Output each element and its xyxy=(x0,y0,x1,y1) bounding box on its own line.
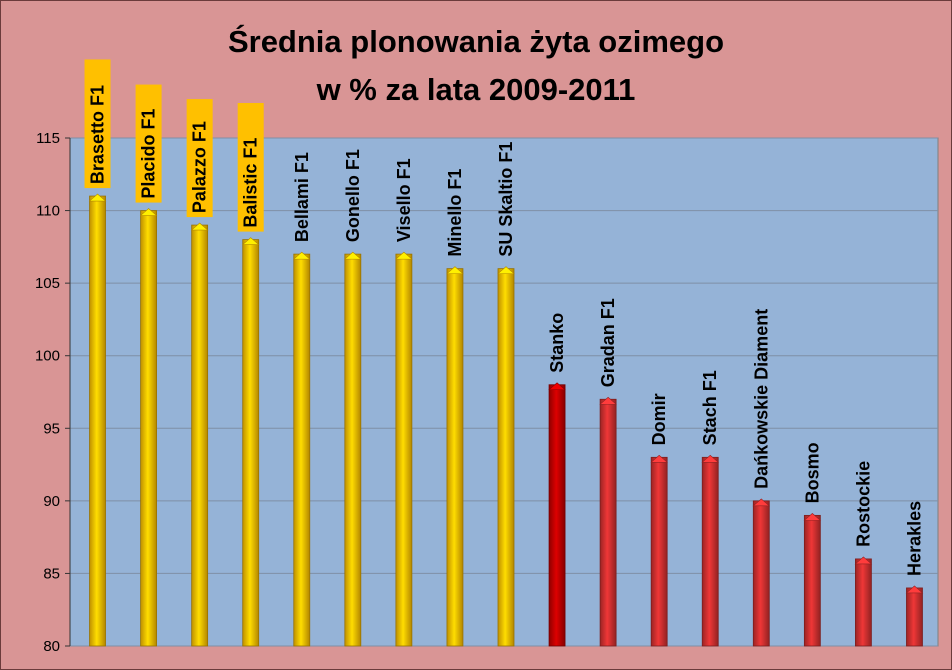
bar xyxy=(650,456,668,647)
bar xyxy=(548,384,566,647)
y-tick-label: 110 xyxy=(36,203,60,220)
y-tick-label: 105 xyxy=(35,275,60,292)
bar-cap xyxy=(548,382,566,391)
y-tick-label: 115 xyxy=(36,130,60,147)
y-tick-label: 100 xyxy=(35,348,60,365)
category-label: Dańkowskie Diament xyxy=(751,309,771,489)
bar-cap xyxy=(701,454,720,463)
y-tick-label: 80 xyxy=(43,638,60,655)
category-label: Visello F1 xyxy=(394,158,414,242)
bar-cap xyxy=(190,222,209,231)
bar-cap xyxy=(854,556,873,565)
bar-cap xyxy=(344,251,362,260)
bar xyxy=(242,239,260,647)
bar-cap xyxy=(139,208,158,216)
bar xyxy=(701,456,719,647)
bar xyxy=(344,253,362,647)
category-label: Stanko xyxy=(547,313,567,373)
y-tick-label: 85 xyxy=(43,565,60,582)
category-label: Gonello F1 xyxy=(343,149,363,242)
label-highlight xyxy=(186,99,213,218)
bar-cap xyxy=(292,251,311,260)
label-highlight xyxy=(84,59,111,189)
bar-cap xyxy=(803,512,822,521)
category-label: Brasetto F1 xyxy=(88,85,108,184)
category-label: Herakles xyxy=(904,501,924,576)
y-tick-label: 90 xyxy=(43,493,60,510)
label-highlight xyxy=(135,84,162,203)
bar xyxy=(906,587,923,647)
bar-cap xyxy=(599,396,617,405)
bar-cap xyxy=(905,585,924,594)
bar-cap xyxy=(446,266,464,274)
bar-cap xyxy=(241,237,260,245)
bar xyxy=(855,558,872,647)
category-label: Balistic F1 xyxy=(241,138,261,228)
bar xyxy=(446,268,464,647)
bar xyxy=(752,500,770,647)
category-label: Bellami F1 xyxy=(292,152,312,242)
y-tick-label: 95 xyxy=(43,420,60,437)
bar xyxy=(89,195,106,647)
bar-cap xyxy=(88,193,107,202)
bar xyxy=(803,514,821,647)
bar-cap xyxy=(395,251,413,260)
bar xyxy=(293,253,311,647)
bar xyxy=(140,210,157,647)
category-label: Rostockie xyxy=(853,461,873,547)
category-label: Palazzo F1 xyxy=(190,121,210,213)
category-label: SU Skaltio F1 xyxy=(496,142,516,257)
category-label: Domir xyxy=(649,393,669,445)
category-label: Placido F1 xyxy=(139,109,159,199)
category-label: Minello F1 xyxy=(445,169,465,257)
chart-subtitle: w % za lata 2009-2011 xyxy=(316,72,636,107)
label-highlight xyxy=(237,103,264,232)
bar xyxy=(599,398,617,647)
category-label: Gradan F1 xyxy=(598,298,618,387)
category-label: Bosmo xyxy=(802,442,822,503)
bar-cap xyxy=(752,498,771,507)
bar xyxy=(395,253,413,647)
bar-cap xyxy=(650,454,668,463)
chart-title: Średnia plonowania żyta ozimego xyxy=(227,24,725,59)
bar xyxy=(191,224,209,647)
bar-cap xyxy=(497,266,515,274)
category-label: Stach F1 xyxy=(700,370,720,445)
bar xyxy=(497,268,515,647)
